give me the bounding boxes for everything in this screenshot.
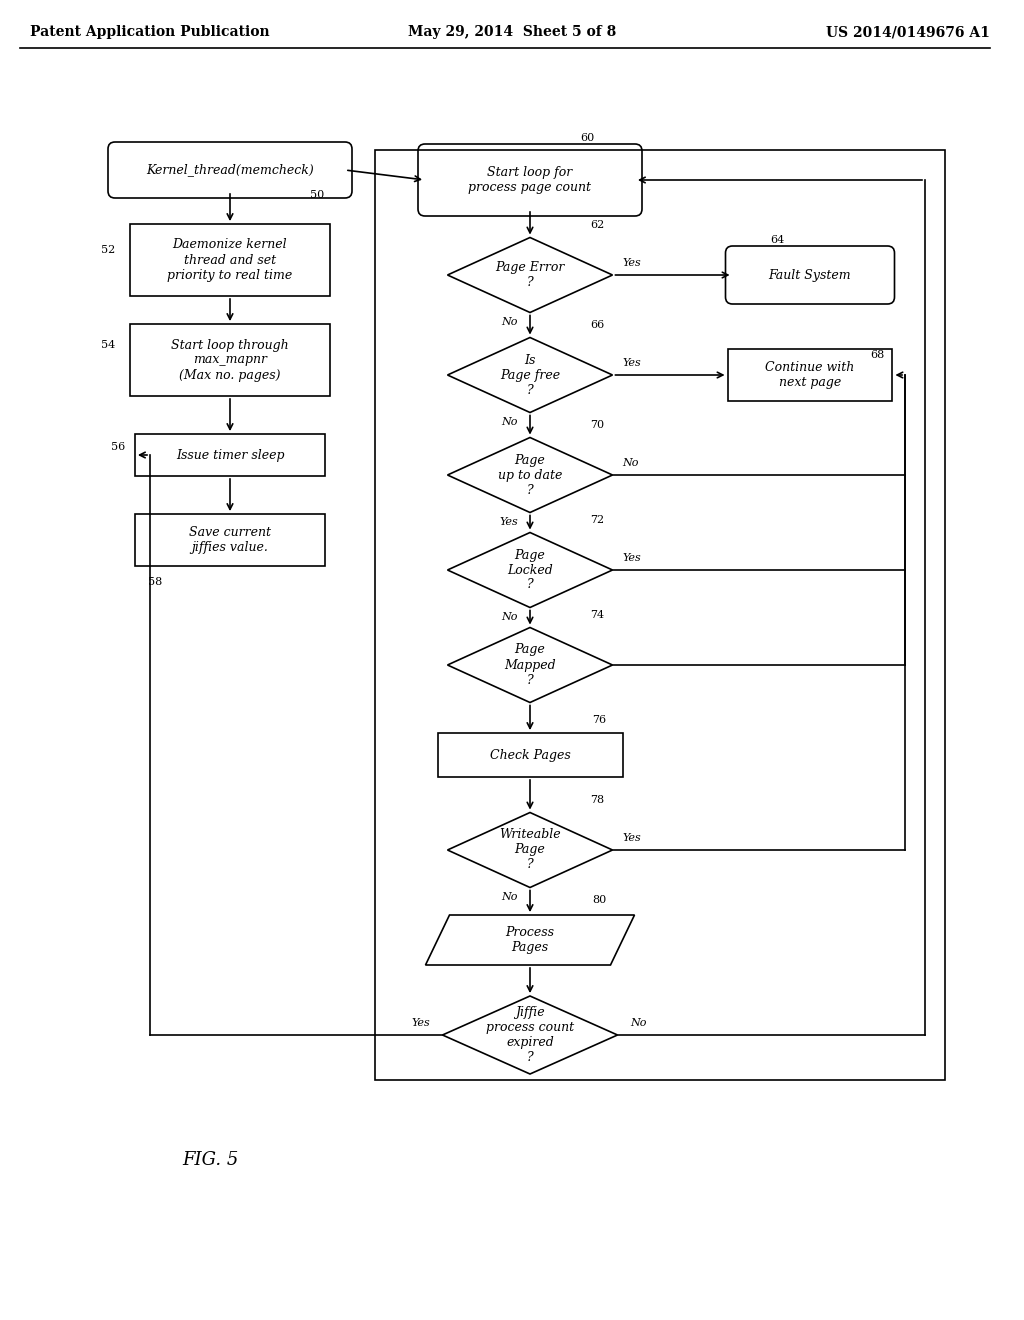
Text: Page
up to date
?: Page up to date ? — [498, 454, 562, 496]
Polygon shape — [447, 627, 612, 702]
Polygon shape — [447, 532, 612, 607]
FancyBboxPatch shape — [108, 143, 352, 198]
Text: No: No — [622, 458, 639, 469]
FancyBboxPatch shape — [135, 434, 325, 477]
FancyBboxPatch shape — [437, 733, 623, 777]
Text: 66: 66 — [590, 319, 604, 330]
Text: May 29, 2014  Sheet 5 of 8: May 29, 2014 Sheet 5 of 8 — [408, 25, 616, 40]
Text: 68: 68 — [870, 350, 885, 360]
Text: Patent Application Publication: Patent Application Publication — [30, 25, 269, 40]
Text: No: No — [502, 892, 518, 902]
Text: Start loop through
max_mapnr
(Max no. pages): Start loop through max_mapnr (Max no. pa… — [171, 338, 289, 381]
Text: Page Error
?: Page Error ? — [496, 261, 564, 289]
Text: 80: 80 — [592, 895, 606, 906]
Text: No: No — [502, 317, 518, 327]
Text: 72: 72 — [590, 515, 604, 525]
Text: Daemonize kernel
thread and set
priority to real time: Daemonize kernel thread and set priority… — [167, 239, 293, 281]
Text: No: No — [502, 612, 518, 622]
Text: Yes: Yes — [622, 833, 641, 843]
FancyBboxPatch shape — [130, 323, 330, 396]
Text: 54: 54 — [100, 341, 115, 350]
Text: Page
Mapped
?: Page Mapped ? — [504, 644, 556, 686]
Text: 58: 58 — [147, 577, 162, 587]
Text: No: No — [502, 417, 518, 426]
Text: Yes: Yes — [412, 1018, 430, 1028]
Text: Writeable
Page
?: Writeable Page ? — [499, 829, 561, 871]
Text: Is
Page free
?: Is Page free ? — [500, 354, 560, 396]
Text: 78: 78 — [590, 795, 604, 805]
Text: No: No — [630, 1018, 646, 1028]
Polygon shape — [442, 997, 617, 1074]
Text: 50: 50 — [310, 190, 325, 201]
Text: Yes: Yes — [622, 553, 641, 564]
FancyBboxPatch shape — [725, 246, 895, 304]
Text: Yes: Yes — [622, 257, 641, 268]
FancyBboxPatch shape — [135, 513, 325, 566]
Polygon shape — [447, 238, 612, 313]
Text: Process
Pages: Process Pages — [506, 927, 555, 954]
Text: Continue with
next page: Continue with next page — [765, 360, 855, 389]
Polygon shape — [426, 915, 635, 965]
Text: Kernel_thread(memcheck): Kernel_thread(memcheck) — [146, 164, 314, 177]
Text: 52: 52 — [100, 246, 115, 255]
Text: 62: 62 — [590, 220, 604, 230]
FancyBboxPatch shape — [727, 348, 893, 401]
Text: Yes: Yes — [622, 358, 641, 368]
Text: Fault System: Fault System — [769, 268, 851, 281]
Text: Issue timer sleep: Issue timer sleep — [176, 449, 285, 462]
Text: 56: 56 — [111, 442, 125, 451]
Text: Jiffie
process count
expired
?: Jiffie process count expired ? — [486, 1006, 574, 1064]
FancyBboxPatch shape — [130, 224, 330, 296]
Text: 70: 70 — [590, 420, 604, 430]
Polygon shape — [447, 338, 612, 413]
Text: Check Pages: Check Pages — [489, 748, 570, 762]
Polygon shape — [447, 437, 612, 512]
Text: 74: 74 — [590, 610, 604, 620]
FancyBboxPatch shape — [418, 144, 642, 216]
Text: Start loop for
process page count: Start loop for process page count — [469, 166, 592, 194]
Text: Page
Locked
?: Page Locked ? — [507, 549, 553, 591]
Text: 64: 64 — [770, 235, 784, 246]
Text: FIG. 5: FIG. 5 — [182, 1151, 239, 1170]
Text: Yes: Yes — [500, 517, 518, 527]
Text: Save current
jiffies value.: Save current jiffies value. — [189, 525, 271, 554]
Polygon shape — [447, 813, 612, 887]
Text: US 2014/0149676 A1: US 2014/0149676 A1 — [826, 25, 990, 40]
Text: 76: 76 — [592, 715, 606, 725]
Text: 60: 60 — [580, 133, 594, 143]
